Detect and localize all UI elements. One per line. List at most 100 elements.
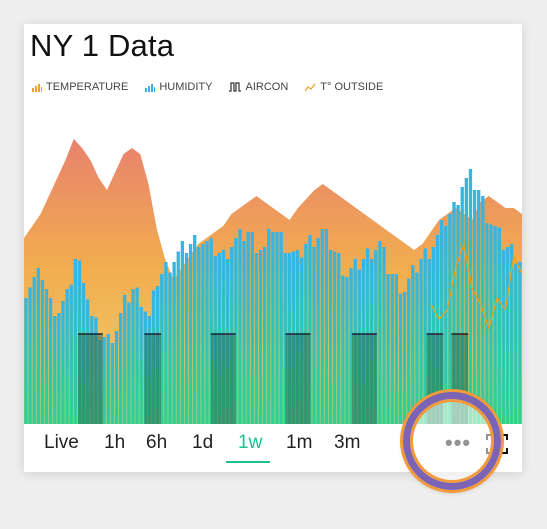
humidity-bar [341,275,345,424]
humidity-bar [415,272,419,424]
humidity-bar [448,214,452,424]
humidity-bar [180,241,185,424]
humidity-bar [263,247,267,424]
humidity-bar [250,232,254,424]
humidity-bar [201,244,205,424]
humidity-bar [28,287,32,424]
aircon-block [293,334,303,424]
humidity-bar [193,235,197,424]
humidity-bar [110,343,115,424]
humidity-bar [209,238,213,424]
outside-temperature-line [430,241,522,331]
chart-svg[interactable] [24,104,522,424]
humidity-bar [518,262,522,424]
line-chart-icon [305,83,316,91]
humidity-bar [394,274,399,424]
aircon-block [368,334,377,424]
legend-item-humidity[interactable]: HUMIDITY [145,80,212,94]
humidity-bar [197,247,201,424]
humidity-bar [118,313,123,424]
aircon-block [285,334,294,424]
humidity-bar [32,277,36,424]
humidity-bar [497,227,501,424]
humidity-bar [106,334,110,424]
range-tab-3m[interactable]: 3m [334,432,361,453]
aircon-block [302,334,311,424]
humidity-bar [316,238,320,424]
humidity-bar [123,295,127,424]
humidity-bar [324,229,329,424]
humidity-bar [168,272,172,424]
aircon-block [152,334,161,424]
aircon-block [434,334,444,424]
aircon-block [219,334,228,424]
humidity-bar [419,259,423,424]
range-tab-1d[interactable]: 1d [192,432,214,453]
range-tab-6h[interactable]: 6h [146,432,168,453]
page-title: NY 1 Data [30,28,175,63]
legend-item-temperature[interactable]: TEMPERATURE [32,80,128,94]
highlight-ring [403,392,501,490]
humidity-bar [444,226,448,424]
aircon-block [86,334,95,424]
humidity-bar [246,232,250,424]
aircon-block [94,334,103,424]
humidity-bar [345,277,349,424]
humidity-bar [349,268,353,424]
humidity-bar [456,205,460,424]
humidity-bar [258,250,263,424]
humidity-bar [468,169,473,424]
humidity-bar [378,241,382,424]
aircon-block [451,334,460,424]
humidity-bar [328,250,333,424]
chart-area[interactable] [24,104,522,424]
dashboard-card: NY 1 Data TEMPERATURE HUMIDITY AIRCON T°… [24,24,522,472]
chart-legend: TEMPERATURE HUMIDITY AIRCON T° OUTSIDE [32,80,400,94]
range-tab-1m[interactable]: 1m [286,432,313,453]
humidity-bar [24,298,28,424]
humidity-bar [139,307,143,424]
aircon-block [227,334,236,424]
humidity-bar [53,316,57,424]
humidity-bar [65,289,69,424]
humidity-bar [489,224,493,424]
humidity-bar [234,238,238,424]
humidity-bar [283,253,287,424]
aircon-block [210,334,220,424]
aircon-block [144,334,153,424]
humidity-bar [382,247,386,424]
humidity-bar [114,331,119,424]
humidity-bar [271,232,275,424]
humidity-bar [398,293,403,424]
aircon-block [459,334,469,424]
humidity-bar [176,251,180,424]
humidity-bar [402,292,407,424]
range-tab-1w[interactable]: 1w [238,432,263,453]
humidity-bar [254,253,259,424]
legend-item-aircon[interactable]: AIRCON [229,80,288,94]
humidity-bar [505,247,510,424]
humidity-bar [390,274,394,424]
legend-item-outside[interactable]: T° OUTSIDE [305,80,383,94]
humidity-bar [509,244,514,424]
humidity-bar [332,251,337,424]
range-tab-1h[interactable]: 1h [104,432,126,453]
humidity-bar [477,190,481,424]
humidity-bar [188,244,193,424]
humidity-bar [493,226,497,424]
humidity-bar [61,301,65,424]
humidity-bar [514,263,518,424]
humidity-bar [279,232,283,424]
humidity-bar [44,289,49,424]
legend-label: TEMPERATURE [46,81,129,93]
humidity-bar [501,250,506,424]
humidity-bar [435,235,440,424]
humidity-bar [312,247,316,424]
humidity-bar [238,229,242,424]
bar-chart-icon [145,83,156,92]
humidity-bar [320,229,324,424]
humidity-bar [57,313,61,424]
humidity-bar [131,289,135,424]
humidity-bar [275,232,279,424]
range-tab-live[interactable]: Live [44,432,79,453]
